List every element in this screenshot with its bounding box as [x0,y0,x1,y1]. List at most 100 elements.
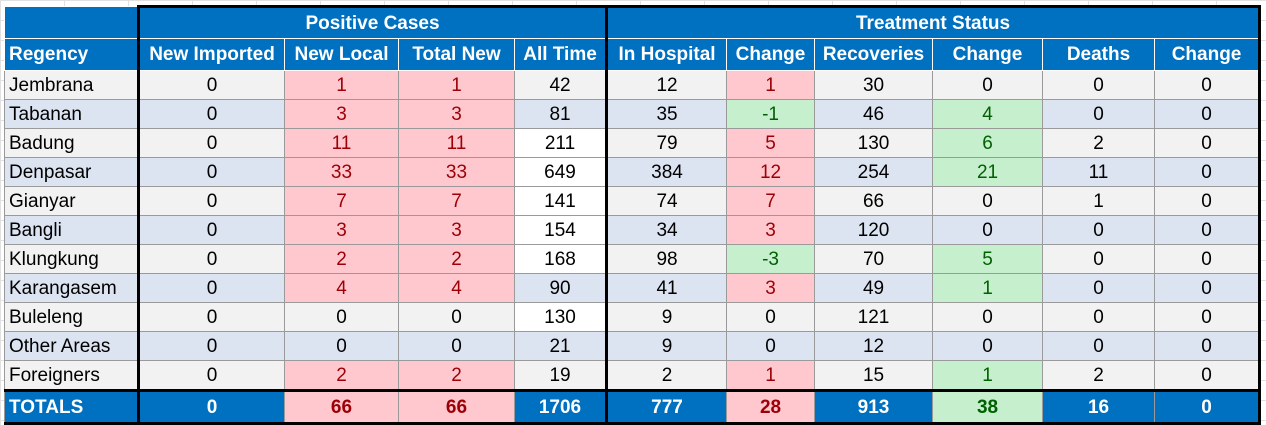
total-cell-hospital-change[interactable]: 28 [726,389,816,425]
cell-recoveries-change[interactable]: 5 [932,244,1044,274]
cell-all-time[interactable]: 211 [513,128,609,158]
cell-total-new[interactable]: 2 [398,360,515,391]
cell-in-hospital[interactable]: 12 [605,70,728,100]
cell-recoveries[interactable]: 70 [814,244,934,274]
cell-new-local[interactable]: 11 [284,128,399,158]
cell-total-new[interactable]: 0 [398,331,515,361]
column-header-deaths-change[interactable]: Change [1154,38,1262,71]
cell-in-hospital[interactable]: 35 [605,99,728,129]
cell-recoveries[interactable]: 254 [814,157,934,187]
cell-regency[interactable]: Tabanan [4,99,139,129]
cell-total-new[interactable]: 2 [398,244,515,274]
column-header-recoveries[interactable]: Recoveries [814,38,934,71]
cell-recoveries-change[interactable]: 1 [932,273,1044,303]
cell-new-local[interactable]: 4 [284,273,399,303]
total-cell-deaths-change[interactable]: 0 [1154,389,1262,425]
cell-total-new[interactable]: 3 [398,99,515,129]
cell-total-new[interactable]: 11 [398,128,515,158]
cell-new-local[interactable]: 33 [284,157,399,187]
cell-new-imported[interactable]: 0 [137,360,285,391]
cell-in-hospital[interactable]: 74 [605,186,728,216]
cell-all-time[interactable]: 154 [513,215,609,245]
cell-new-local[interactable]: 0 [284,331,399,361]
cell-regency[interactable]: Klungkung [4,244,139,274]
total-cell-regency[interactable]: TOTALS [4,389,139,425]
cell-recoveries-change[interactable]: 0 [932,331,1044,361]
cell-hospital-change[interactable]: 1 [726,70,816,100]
cell-recoveries[interactable]: 49 [814,273,934,303]
cell-total-new[interactable]: 3 [398,215,515,245]
cell-deaths-change[interactable]: 0 [1154,244,1262,274]
cell-total-new[interactable]: 0 [398,302,515,332]
total-cell-new-local[interactable]: 66 [284,389,399,425]
cell-hospital-change[interactable]: 7 [726,186,816,216]
cell-deaths[interactable]: 0 [1042,244,1156,274]
cell-all-time[interactable]: 42 [513,70,609,100]
cell-new-local[interactable]: 2 [284,244,399,274]
cell-in-hospital[interactable]: 2 [605,360,728,391]
cell-total-new[interactable]: 33 [398,157,515,187]
cell-new-imported[interactable]: 0 [137,186,285,216]
cell-deaths-change[interactable]: 0 [1154,157,1262,187]
cell-deaths-change[interactable]: 0 [1154,99,1262,129]
cell-new-local[interactable]: 2 [284,360,399,391]
total-cell-recoveries[interactable]: 913 [814,389,934,425]
cell-all-time[interactable]: 90 [513,273,609,303]
cell-in-hospital[interactable]: 384 [605,157,728,187]
cell-new-imported[interactable]: 0 [137,157,285,187]
cell-in-hospital[interactable]: 34 [605,215,728,245]
cell-recoveries-change[interactable]: 1 [932,360,1044,391]
column-header-deaths[interactable]: Deaths [1042,38,1156,71]
cell-deaths[interactable]: 0 [1042,273,1156,303]
cell-regency[interactable]: Foreigners [4,360,139,391]
total-cell-total-new[interactable]: 66 [398,389,515,425]
cell-deaths-change[interactable]: 0 [1154,70,1262,100]
cell-recoveries[interactable]: 121 [814,302,934,332]
cell-deaths-change[interactable]: 0 [1154,302,1262,332]
cell-new-imported[interactable]: 0 [137,99,285,129]
cell-regency[interactable]: Gianyar [4,186,139,216]
cell-deaths[interactable]: 0 [1042,215,1156,245]
cell-deaths-change[interactable]: 0 [1154,331,1262,361]
cell-all-time[interactable]: 81 [513,99,609,129]
cell-new-imported[interactable]: 0 [137,70,285,100]
cell-deaths[interactable]: 0 [1042,302,1156,332]
cell-deaths-change[interactable]: 0 [1154,215,1262,245]
cell-recoveries[interactable]: 12 [814,331,934,361]
cell-total-new[interactable]: 1 [398,70,515,100]
cell-recoveries[interactable]: 30 [814,70,934,100]
cell-all-time[interactable]: 168 [513,244,609,274]
cell-hospital-change[interactable]: 0 [726,331,816,361]
cell-regency[interactable]: Badung [4,128,139,158]
cell-hospital-change[interactable]: -1 [726,99,816,129]
total-cell-new-imported[interactable]: 0 [137,389,285,425]
cell-hospital-change[interactable]: 1 [726,360,816,391]
cell-in-hospital[interactable]: 9 [605,302,728,332]
cell-all-time[interactable]: 649 [513,157,609,187]
cell-new-local[interactable]: 7 [284,186,399,216]
cell-regency[interactable]: Bangli [4,215,139,245]
cell-recoveries-change[interactable]: 0 [932,215,1044,245]
cell-new-imported[interactable]: 0 [137,302,285,332]
total-cell-deaths[interactable]: 16 [1042,389,1156,425]
cell-recoveries-change[interactable]: 0 [932,302,1044,332]
cell-recoveries[interactable]: 130 [814,128,934,158]
total-cell-recoveries-change[interactable]: 38 [932,389,1044,425]
cell-deaths[interactable]: 0 [1042,99,1156,129]
column-header-new-imported[interactable]: New Imported [137,38,285,71]
cell-in-hospital[interactable]: 41 [605,273,728,303]
cell-deaths[interactable]: 1 [1042,186,1156,216]
column-header-all-time[interactable]: All Time [513,38,609,71]
cell-recoveries[interactable]: 15 [814,360,934,391]
cell-deaths[interactable]: 0 [1042,70,1156,100]
cell-new-imported[interactable]: 0 [137,273,285,303]
cell-deaths[interactable]: 2 [1042,128,1156,158]
total-cell-in-hospital[interactable]: 777 [605,389,728,425]
cell-new-imported[interactable]: 0 [137,128,285,158]
cell-deaths-change[interactable]: 0 [1154,273,1262,303]
cell-all-time[interactable]: 130 [513,302,609,332]
cell-in-hospital[interactable]: 98 [605,244,728,274]
cell-new-local[interactable]: 1 [284,70,399,100]
cell-new-local[interactable]: 3 [284,215,399,245]
cell-recoveries-change[interactable]: 0 [932,186,1044,216]
